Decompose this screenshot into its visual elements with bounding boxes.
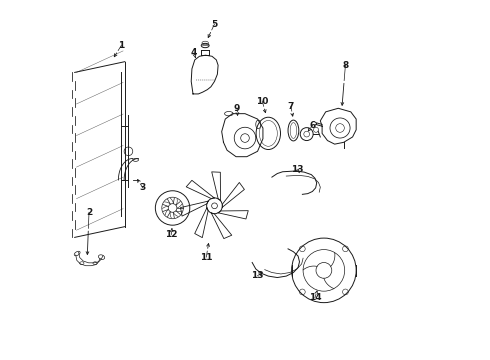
Text: 8: 8	[343, 61, 348, 70]
Text: 5: 5	[211, 19, 218, 28]
Text: 12: 12	[165, 230, 178, 239]
Text: 14: 14	[309, 293, 321, 302]
Text: 7: 7	[288, 102, 294, 111]
Text: 10: 10	[256, 96, 269, 105]
Text: 13: 13	[251, 271, 264, 280]
Text: 3: 3	[140, 183, 146, 192]
Text: 13: 13	[291, 165, 303, 174]
Text: 4: 4	[191, 48, 197, 57]
Text: 6: 6	[309, 121, 316, 130]
Text: 2: 2	[86, 208, 92, 217]
Text: 11: 11	[200, 253, 213, 262]
Text: 1: 1	[118, 41, 124, 50]
Text: 9: 9	[234, 104, 240, 113]
